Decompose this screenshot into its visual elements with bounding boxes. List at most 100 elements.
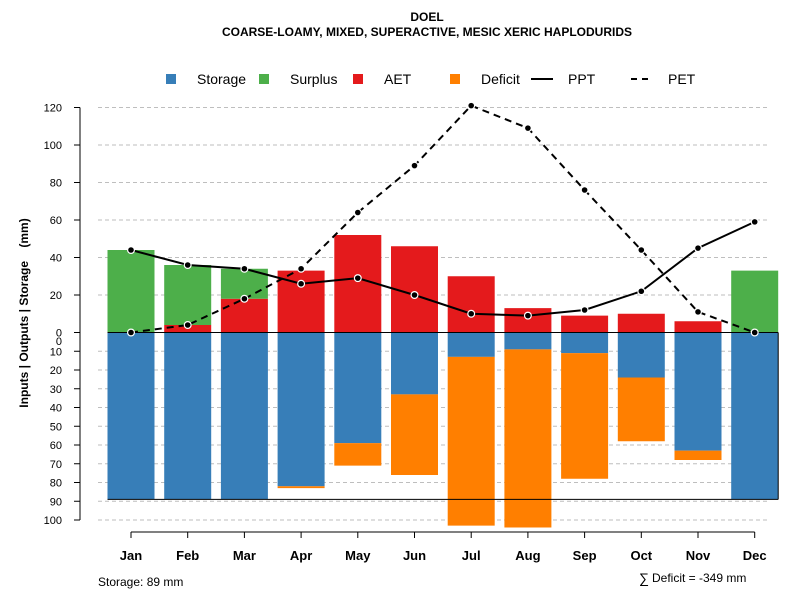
pet-point (297, 264, 306, 273)
ppt-point (410, 291, 419, 300)
pet-point (467, 101, 476, 110)
pet-point (240, 294, 249, 303)
bars (107, 235, 779, 528)
x-tick-label: Aug (515, 548, 540, 563)
deficit-bar (617, 377, 665, 442)
y-tick-label: 50 (50, 421, 62, 433)
storage-bar (277, 332, 325, 487)
storage-bar (334, 332, 382, 444)
storage-bar (391, 332, 438, 395)
ppt-point (637, 287, 646, 296)
y-tick-label: 100 (44, 515, 62, 527)
y-tick-label: 120 (44, 103, 62, 115)
ppt-point (523, 311, 532, 320)
y-tick-label: 60 (50, 440, 62, 452)
storage-bar (561, 332, 609, 354)
pet-point (637, 246, 646, 255)
deficit-bar (391, 394, 438, 475)
surplus-bar (164, 265, 212, 325)
y-tick-label: 10 (50, 346, 62, 358)
y-tick-label: 100 (44, 140, 62, 152)
aet-bar (447, 276, 495, 333)
x-tick-label: Dec (743, 548, 767, 563)
deficit-note: Deficit = -349 mm (652, 571, 746, 585)
x-tick-label: Feb (176, 548, 199, 563)
x-tick-label: Sep (573, 548, 597, 563)
x-tick-label: Jan (120, 548, 142, 563)
ppt-point (240, 264, 249, 273)
y-tick-label: 20 (50, 290, 62, 302)
ppt-point (183, 261, 192, 270)
y-tick-label: 20 (50, 365, 62, 377)
x-tick-label: Mar (233, 548, 256, 563)
y-tick-label: 80 (50, 478, 62, 490)
pet-point (750, 328, 759, 337)
aet-bar (617, 313, 665, 333)
surplus-bar (731, 270, 779, 333)
y-tick-label: 80 (50, 178, 62, 190)
pet-point (353, 208, 362, 217)
legend-label: Deficit (481, 71, 520, 87)
y-tick-label: 90 (50, 496, 62, 508)
ppt-point (353, 274, 362, 283)
ppt-point (750, 217, 759, 226)
deficit-bar (277, 486, 325, 489)
series-lines (126, 101, 759, 337)
aet-bar (674, 321, 722, 333)
y-axis-label: Inputs | Outputs | Storage (mm) (17, 218, 31, 407)
deficit-bar (561, 353, 609, 479)
x-tick-label: Oct (630, 548, 652, 563)
ppt-point (580, 306, 589, 315)
legend: Storage Surplus AET Deficit PPT PET (166, 71, 696, 87)
y-tick-label: 40 (50, 403, 62, 415)
pet-point (693, 307, 702, 316)
pet-point (523, 124, 532, 133)
surplus-legend-swatch (259, 74, 269, 84)
ppt-point (297, 279, 306, 288)
y-tick-label: 0 (56, 336, 62, 348)
y-tick-label: 0 (56, 328, 62, 340)
y-tick-label: 60 (50, 215, 62, 227)
surplus-bar (107, 250, 155, 333)
legend-label: PPT (568, 71, 596, 87)
chart-subtitle: COARSE-LOAMY, MIXED, SUPERACTIVE, MESIC … (222, 25, 632, 39)
deficit-legend-swatch (450, 74, 460, 84)
pet-point (410, 161, 419, 170)
pet-point (580, 186, 589, 195)
deficit-bar (334, 443, 382, 466)
legend-label: PET (668, 71, 696, 87)
x-tick-label: Apr (290, 548, 312, 563)
y-tick-label: 30 (50, 384, 62, 396)
chart-title: DOEL (410, 10, 443, 24)
x-tick-label: Nov (686, 548, 711, 563)
legend-label: AET (384, 71, 412, 87)
ppt-point (467, 309, 476, 318)
storage-bar (674, 332, 722, 451)
storage-note: Storage: 89 mm (98, 575, 183, 589)
x-tick-label: May (345, 548, 371, 563)
storage-bar (107, 332, 155, 500)
ppt-point (126, 246, 135, 255)
deficit-bar (674, 450, 722, 460)
legend-label: Surplus (290, 71, 337, 87)
ppt-point (693, 244, 702, 253)
storage-bar (731, 332, 779, 500)
legend-label: Storage (197, 71, 246, 87)
pet-point (183, 321, 192, 330)
storage-bar (447, 332, 495, 357)
aet-bar (220, 298, 268, 333)
storage-bar (504, 332, 552, 350)
y-tick-label: 40 (50, 253, 62, 265)
aet-legend-swatch (353, 74, 363, 84)
storage-bar (220, 332, 268, 500)
x-tick-label: Jul (462, 548, 481, 563)
deficit-bar (447, 356, 495, 526)
deficit-sum-symbol: ∑ (639, 570, 649, 586)
storage-bar (164, 332, 212, 500)
pet-line (130, 104, 756, 334)
axes: 0 20 40 60 80 100 120 10 20 30 40 50 60 70 80 90 100 0 Jan… (44, 103, 767, 564)
storage-legend-swatch (166, 74, 176, 84)
y-tick-label: 70 (50, 459, 62, 471)
pet-point (126, 328, 135, 337)
